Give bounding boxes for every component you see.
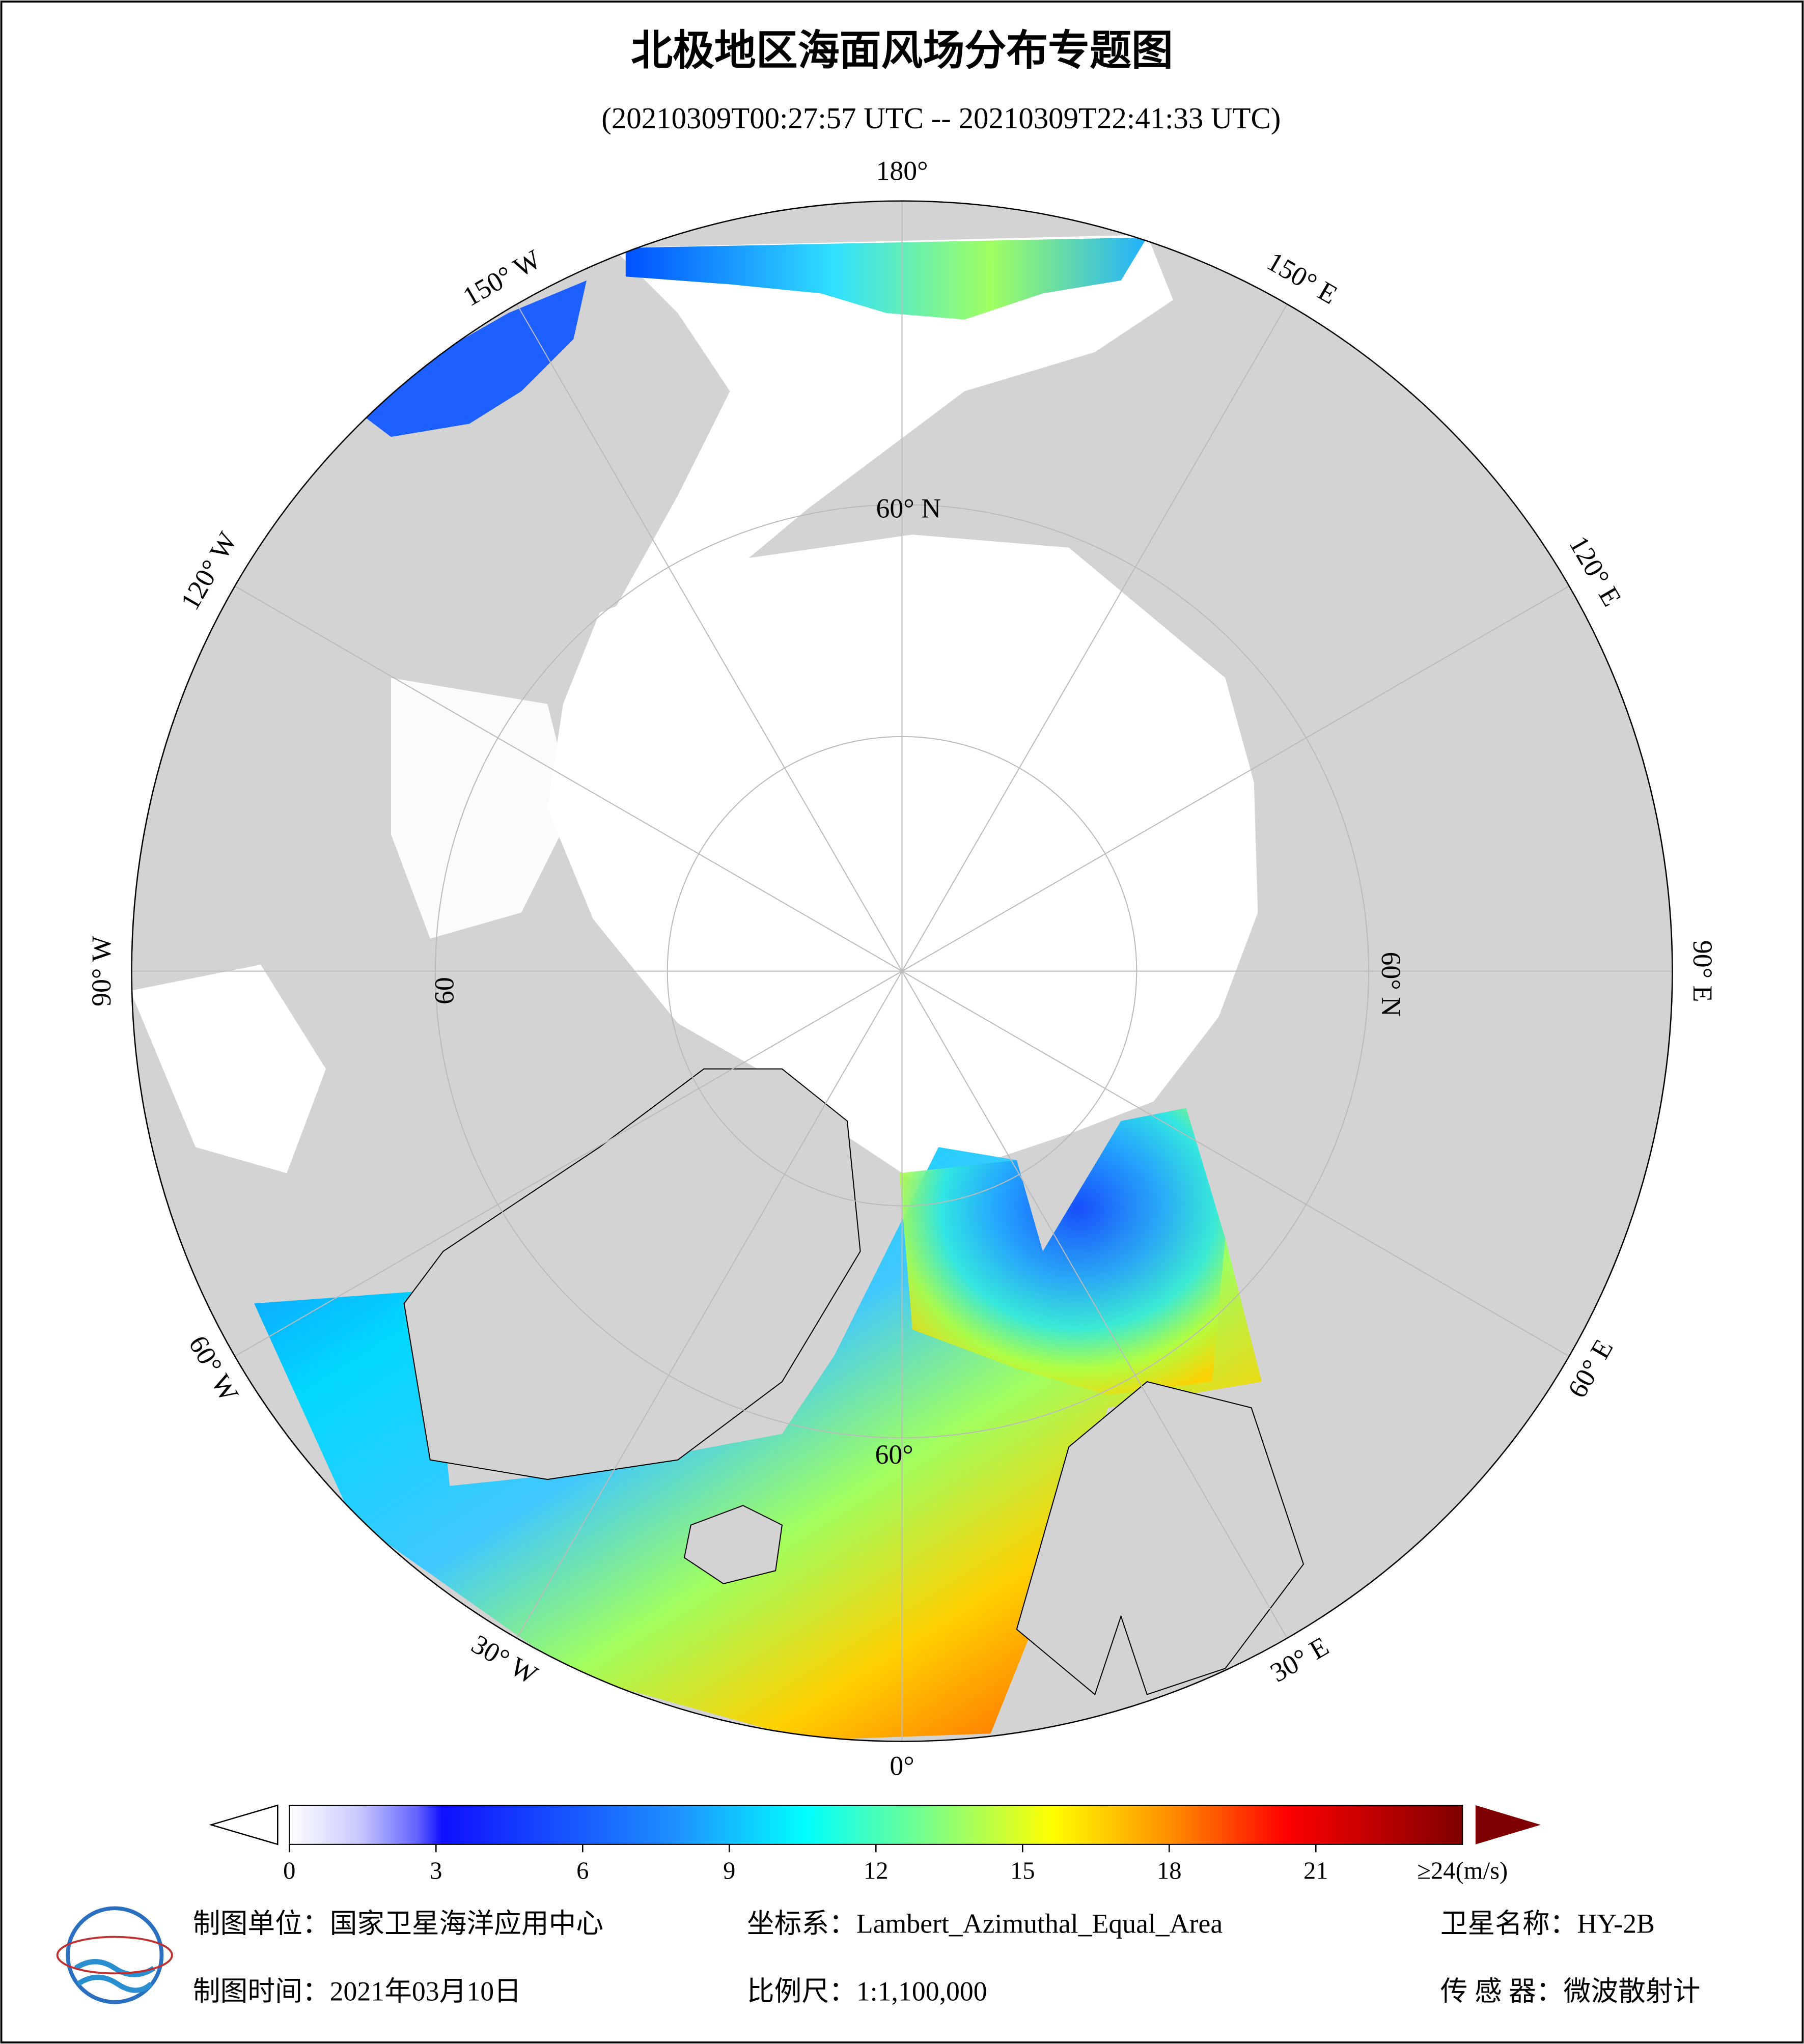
colorbar-max-label: ≥24(m/s) xyxy=(1417,1857,1508,1884)
footer-date: 制图时间：2021年03月10日 xyxy=(193,1976,521,2007)
wind-field-barents xyxy=(899,1108,1226,1395)
longitude-label: 90° E xyxy=(1687,940,1718,1002)
footer-sensor: 传 感 器：微波散射计 xyxy=(1440,1976,1701,2007)
iceland xyxy=(683,1505,783,1584)
meridian xyxy=(901,585,1570,972)
footer-crs: 坐标系：Lambert_Azimuthal_Equal_Area xyxy=(747,1908,1223,1939)
colorbar-min-arrow xyxy=(209,1804,279,1845)
footer-unit: 制图单位：国家卫星海洋应用中心 xyxy=(193,1908,603,1939)
meridian xyxy=(516,971,903,1639)
longitude-label: 0° xyxy=(890,1751,914,1781)
latitude-label: 60° N xyxy=(876,493,941,523)
colorbar-tick-label: 18 xyxy=(1157,1857,1182,1884)
title: 北极地区海面风场分布专题图 xyxy=(631,27,1173,74)
meridian xyxy=(901,970,1570,1357)
colorbar-tick-label: 15 xyxy=(1010,1857,1035,1884)
hudson-bay xyxy=(131,964,326,1173)
colorbar xyxy=(289,1805,1463,1845)
colorbar-tick-label: 0 xyxy=(283,1857,295,1884)
meridian xyxy=(234,585,903,972)
bering-sea xyxy=(613,235,1173,613)
wind-field-alaska xyxy=(365,280,587,437)
footer-satellite: 卫星名称：HY-2B xyxy=(1440,1908,1655,1939)
longitude-label: 180° xyxy=(876,155,928,186)
latitude-label: 60 xyxy=(429,977,459,1004)
map xyxy=(131,201,1673,1742)
colorbar-tick-label: 9 xyxy=(723,1857,735,1884)
latitude-label: 60° N xyxy=(1376,952,1406,1017)
meridian xyxy=(901,303,1288,972)
colorbar-tick-label: 12 xyxy=(864,1857,889,1884)
colorbar-tick-label: 21 xyxy=(1303,1857,1328,1884)
logo xyxy=(56,1906,173,2004)
colorbar-max-arrow xyxy=(1475,1805,1541,1844)
subtitle: (20210309T00:27:57 UTC -- 20210309T22:41… xyxy=(601,102,1281,135)
scandinavia xyxy=(1016,1381,1305,1696)
canadian-channels xyxy=(391,678,574,939)
greenland xyxy=(403,1068,861,1480)
latitude-label: 60° xyxy=(875,1439,913,1470)
meridian xyxy=(516,303,903,972)
arctic-ocean xyxy=(547,535,1258,1180)
map-border xyxy=(131,200,1673,1742)
graticule xyxy=(131,201,1673,1742)
colorbar-tick-label: 6 xyxy=(576,1857,589,1884)
meridian xyxy=(901,971,1288,1639)
longitude-label: 90° W xyxy=(86,936,117,1006)
meridian xyxy=(234,970,903,1357)
footer-scale: 比例尺：1:1,100,000 xyxy=(747,1976,987,2007)
colorbar-tick-label: 3 xyxy=(430,1857,442,1884)
wind-field-pacific xyxy=(625,237,1147,320)
